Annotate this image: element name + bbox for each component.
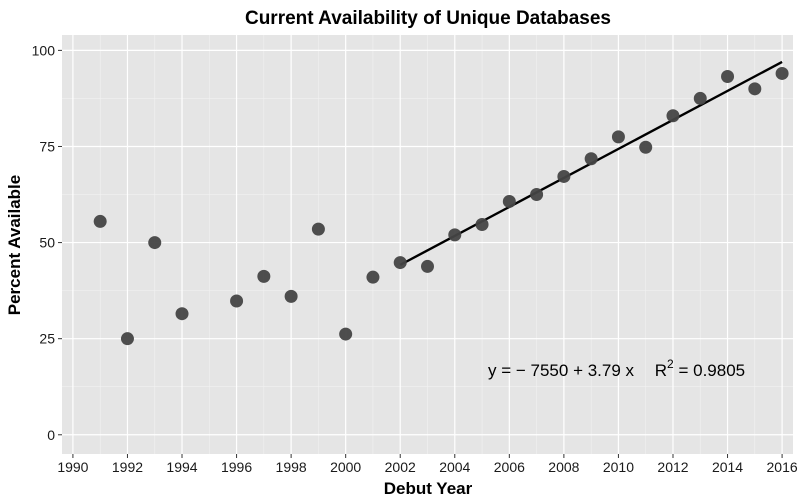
data-points [93,66,789,346]
y-axis-title: Percent Available [5,175,24,315]
y-axis-ticks: 0 25 50 75 100 [32,42,62,443]
data-point [693,91,707,105]
grid-minor [62,35,793,454]
data-point [175,307,189,321]
x-tick-label: 2004 [439,459,470,475]
data-point [775,66,789,80]
y-tick-label: 75 [39,138,55,154]
regression-annotation: y = − 7550 + 3.79 x R2 = 0.9805 [488,357,745,380]
x-tick-label: 1990 [57,459,88,475]
x-tick-label: 2014 [712,459,743,475]
data-point [502,194,516,208]
x-tick-label: 1996 [221,459,252,475]
x-tick-label: 2006 [494,459,525,475]
regression-equation: y = − 7550 + 3.79 x [488,361,635,380]
data-point [666,109,680,123]
data-point [120,332,134,346]
y-tick-label: 50 [39,235,55,251]
data-point [366,270,380,284]
chart-title: Current Availability of Unique Databases [245,8,611,29]
data-point [530,188,544,202]
y-tick-label: 0 [47,427,55,443]
x-tick-label: 2016 [767,459,798,475]
data-point [721,70,735,84]
x-axis-ticks: 1990 1992 1994 1996 1998 2000 2002 2004 2006 2008… [57,454,798,475]
x-tick-label: 2000 [330,459,361,475]
x-tick-label: 2012 [657,459,688,475]
x-axis-title: Debut Year [384,479,473,498]
x-tick-label: 1992 [112,459,143,475]
x-tick-label: 2008 [548,459,579,475]
data-point [639,140,653,154]
data-point [339,327,353,341]
data-point [557,169,571,183]
data-point [475,218,489,232]
r-squared-exponent: 2 [667,357,674,371]
data-point [284,289,298,303]
data-point [93,214,107,228]
x-tick-label: 2010 [603,459,634,475]
x-tick-label: 1998 [276,459,307,475]
r-squared-label: R [655,361,667,380]
y-tick-label: 100 [32,42,56,58]
r-squared-value: = 0.9805 [674,361,745,380]
data-point [257,269,271,283]
x-tick-label: 2002 [385,459,416,475]
data-point [311,222,325,236]
x-tick-label: 1994 [166,459,197,475]
grid-major [62,35,793,454]
data-point [748,82,762,96]
y-tick-label: 25 [39,331,55,347]
data-point [448,228,462,242]
data-point [584,152,598,166]
data-point [230,294,244,308]
data-point [421,259,434,273]
data-point [611,130,625,144]
data-point [148,236,162,250]
data-point [393,256,407,270]
